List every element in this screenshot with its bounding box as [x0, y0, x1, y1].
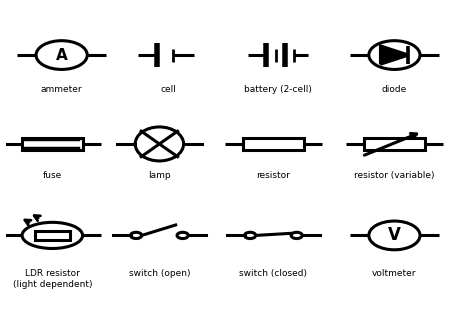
Text: cell: cell — [161, 85, 177, 94]
Text: diode: diode — [382, 85, 407, 94]
Text: resistor (variable): resistor (variable) — [354, 171, 435, 180]
Text: switch (open): switch (open) — [128, 269, 190, 279]
Polygon shape — [381, 46, 409, 64]
FancyBboxPatch shape — [35, 231, 70, 240]
Text: fuse: fuse — [43, 171, 62, 180]
Text: battery (2-cell): battery (2-cell) — [244, 85, 312, 94]
Text: voltmeter: voltmeter — [372, 269, 417, 279]
Text: LDR resistor
(light dependent): LDR resistor (light dependent) — [13, 269, 92, 289]
Text: A: A — [56, 47, 67, 62]
Text: ammeter: ammeter — [41, 85, 82, 94]
Text: lamp: lamp — [148, 171, 171, 180]
Text: switch (closed): switch (closed) — [239, 269, 308, 279]
Text: V: V — [388, 226, 401, 244]
Text: resistor: resistor — [256, 171, 291, 180]
